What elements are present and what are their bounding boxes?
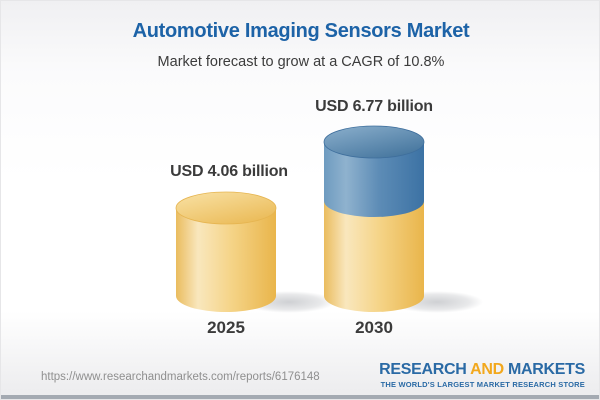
- logo-word-markets: MARKETS: [507, 361, 585, 378]
- report-url: https://www.researchandmarkets.com/repor…: [41, 371, 320, 383]
- brand-logo: RESEARCH AND MARKETS THE WORLD'S LARGEST…: [379, 361, 585, 389]
- value-label-2025: USD 4.06 billion: [170, 163, 288, 180]
- bar-2030-cylinder: [323, 125, 425, 312]
- logo-word-research: RESEARCH: [379, 361, 467, 378]
- value-label-2030: USD 6.77 billion: [315, 98, 433, 115]
- brand-logo-wordmark: RESEARCH AND MARKETS: [379, 361, 585, 379]
- chart-subtitle: Market forecast to grow at a CAGR of 10.…: [157, 54, 445, 70]
- category-label-2030: 2030: [355, 318, 393, 337]
- category-label-2025: 2025: [207, 318, 245, 337]
- logo-tagline: THE WORLD'S LARGEST MARKET RESEARCH STOR…: [380, 380, 585, 389]
- bar-2030-base-segment: [324, 201, 424, 312]
- bar-2030-growth-segment: [324, 142, 424, 217]
- bottom-border-bar: [1, 395, 599, 399]
- bar-2025-cylinder: [175, 191, 277, 312]
- logo-word-and: AND: [470, 361, 504, 378]
- chart-title: Automotive Imaging Sensors Market: [132, 20, 470, 42]
